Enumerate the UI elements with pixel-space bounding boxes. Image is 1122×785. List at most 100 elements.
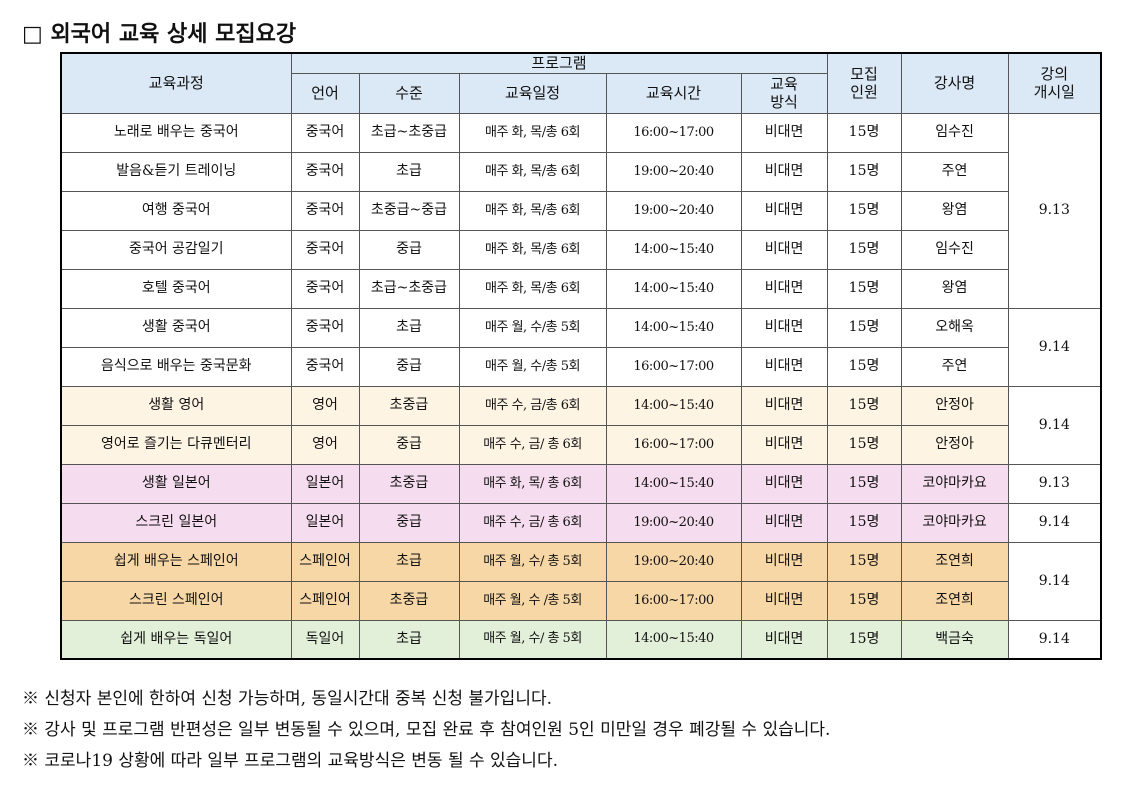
cell: 중국어 공감일기 — [60, 229, 292, 270]
cell: 15명 — [826, 619, 902, 660]
cell: 중국어 — [290, 268, 360, 309]
cell: 임수진 — [900, 112, 1009, 153]
cell: 19:00~20:40 — [605, 190, 742, 231]
note: ※ 강사 및 프로그램 반편성은 일부 변동될 수 있으며, 모집 완료 후 참… — [22, 720, 831, 740]
cell: 노래로 배우는 중국어 — [60, 112, 292, 153]
cell: 중국어 — [290, 307, 360, 348]
table-row: 음식으로 배우는 중국문화 중국어 중급 매주 월, 수/총 5회 16:00~17:0… — [60, 346, 1102, 387]
cell: 비대면 — [740, 463, 828, 504]
header-cell: 교육시간 — [605, 72, 742, 114]
cell: 생활 일본어 — [60, 463, 292, 504]
cell: 스페인어 — [290, 580, 360, 621]
cell: 비대면 — [740, 151, 828, 192]
cell: 15명 — [826, 580, 902, 621]
table-row: 호텔 중국어 중국어 초급~초중급 매주 화, 목/총 6회 14:00~15:40 비대… — [60, 268, 1102, 309]
table-row: 생활 중국어 중국어 초급 매주 월, 수/총 5회 14:00~15:40 비대면 15명… — [60, 307, 1102, 387]
start-date-cell: 9.14 — [1007, 385, 1102, 465]
cell: 초급 — [358, 619, 460, 660]
start-date-cell: 9.13 — [1007, 112, 1102, 309]
notes: ※ 신청자 본인에 한하여 신청 가능하며, 동일시간대 중복 신청 불가입니다… — [22, 684, 830, 777]
cell: 중급 — [358, 424, 460, 465]
cell: 15명 — [826, 385, 902, 426]
cell: 생활 중국어 — [60, 307, 292, 348]
cell: 15명 — [826, 268, 902, 309]
cell: 초급 — [358, 307, 460, 348]
cell: 14:00~15:40 — [605, 268, 742, 309]
cell: 중급 — [358, 346, 460, 387]
cell: 14:00~15:40 — [605, 229, 742, 270]
start-date-cell: 9.13 — [1007, 463, 1102, 504]
header-cell: 강사명 — [900, 52, 1009, 114]
cell: 스크린 스페인어 — [60, 580, 292, 621]
header-cell: 강의 개시일 — [1007, 52, 1102, 114]
cell: 비대면 — [740, 190, 828, 231]
cell: 15명 — [826, 502, 902, 543]
cell: 매주 화, 목/총 6회 — [458, 190, 607, 231]
cell: 발음&듣기 트레이닝 — [60, 151, 292, 192]
note: ※ 신청자 본인에 한하여 신청 가능하며, 동일시간대 중복 신청 불가입니다… — [22, 689, 553, 709]
header-cell: 수준 — [358, 72, 460, 114]
table-row: 스크린 일본어 일본어 중급 매주 수, 금/ 총 6회 19:00~20:40 비대면 1… — [60, 502, 1102, 543]
cell: 스페인어 — [290, 541, 360, 582]
start-date-cell: 9.14 — [1007, 502, 1102, 543]
cell: 오해옥 — [900, 307, 1009, 348]
cell: 코야마카요 — [900, 463, 1009, 504]
cell: 매주 월, 수/총 5회 — [458, 307, 607, 348]
cell: 14:00~15:40 — [605, 307, 742, 348]
cell: 백금숙 — [900, 619, 1009, 660]
table-row: 생활 영어 영어 초중급 매주 수, 금/총 6회 14:00~15:40 비대면 15명 안… — [60, 385, 1102, 465]
course-table: 교육과정 프로그램 모집 인원 강사명 강의 개시일 언어 수준 교육일정 교육… — [60, 52, 1103, 660]
cell: 여행 중국어 — [60, 190, 292, 231]
cell: 코야마카요 — [900, 502, 1009, 543]
table-row: 중국어 공감일기 중국어 중급 매주 화, 목/총 6회 14:00~15:40 비대면 1… — [60, 229, 1102, 270]
cell: 비대면 — [740, 619, 828, 660]
table-row: 스크린 스페인어 스페인어 초중급 매주 월, 수 /총 5회 16:00~17:00 비… — [60, 580, 1102, 621]
cell: 음식으로 배우는 중국문화 — [60, 346, 292, 387]
cell: 매주 수, 금/총 6회 — [458, 385, 607, 426]
title: □ 외국어 교육 상세 모집요강 — [22, 21, 297, 47]
header-cell: 교육일정 — [458, 72, 607, 114]
cell: 중국어 — [290, 112, 360, 153]
cell: 초급~초중급 — [358, 112, 460, 153]
cell: 호텔 중국어 — [60, 268, 292, 309]
cell: 매주 화, 목/총 6회 — [458, 229, 607, 270]
cell: 비대면 — [740, 268, 828, 309]
header-cell: 프로그램 — [290, 52, 828, 74]
cell: 초중급~중급 — [358, 190, 460, 231]
cell: 비대면 — [740, 541, 828, 582]
cell: 영어 — [290, 424, 360, 465]
cell: 안정아 — [900, 424, 1009, 465]
cell: 스크린 일본어 — [60, 502, 292, 543]
cell: 초중급 — [358, 580, 460, 621]
cell: 비대면 — [740, 229, 828, 270]
cell: 일본어 — [290, 502, 360, 543]
cell: 독일어 — [290, 619, 360, 660]
cell: 비대면 — [740, 112, 828, 153]
table-row: 쉽게 배우는 독일어 독일어 초급 매주 월, 수/ 총 5회 14:00~15:40 비… — [60, 619, 1102, 660]
cell: 조연희 — [900, 580, 1009, 621]
table-row: 생활 일본어 일본어 초중급 매주 화, 목/ 총 6회 14:00~15:40 비대면 1… — [60, 463, 1102, 504]
cell: 초급~초중급 — [358, 268, 460, 309]
cell: 15명 — [826, 346, 902, 387]
header-cell: 언어 — [290, 72, 360, 114]
cell: 15명 — [826, 307, 902, 348]
cell: 비대면 — [740, 580, 828, 621]
cell: 매주 월, 수/ 총 5회 — [458, 541, 607, 582]
table-row: 쉽게 배우는 스페인어 스페인어 초급 매주 월, 수/ 총 5회 19:00~20:4… — [60, 541, 1102, 621]
cell: 15명 — [826, 424, 902, 465]
cell: 15명 — [826, 229, 902, 270]
cell: 15명 — [826, 541, 902, 582]
cell: 일본어 — [290, 463, 360, 504]
table-row: 노래로 배우는 중국어 중국어 초급~초중급 매주 화, 목/총 6회 16:00~17… — [60, 112, 1102, 309]
cell: 매주 화, 목/ 총 6회 — [458, 463, 607, 504]
cell: 쉽게 배우는 독일어 — [60, 619, 292, 660]
cell: 중국어 — [290, 190, 360, 231]
start-date-cell: 9.14 — [1007, 307, 1102, 387]
cell: 비대면 — [740, 307, 828, 348]
cell: 비대면 — [740, 424, 828, 465]
cell: 영어 — [290, 385, 360, 426]
cell: 매주 월, 수/ 총 5회 — [458, 619, 607, 660]
cell: 중급 — [358, 502, 460, 543]
cell: 초중급 — [358, 385, 460, 426]
